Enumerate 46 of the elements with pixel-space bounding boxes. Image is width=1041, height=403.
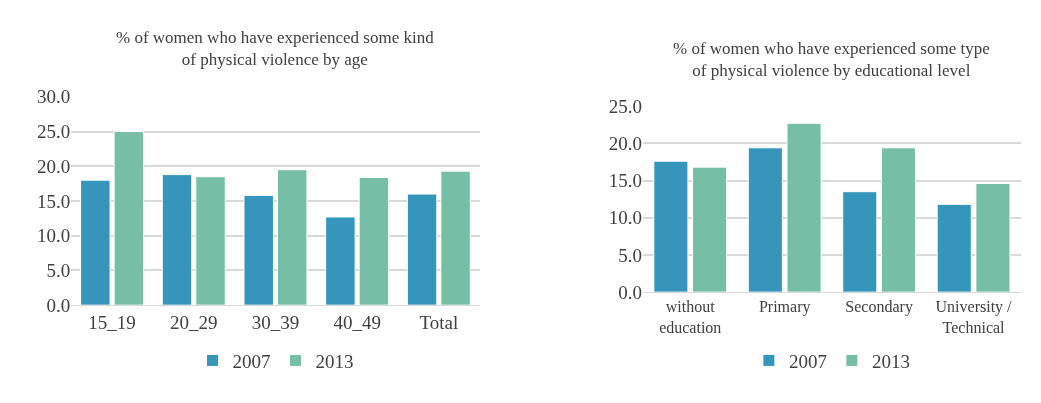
bar <box>747 147 783 293</box>
x-tick-label: 30_39 <box>251 311 300 333</box>
bar <box>406 193 438 306</box>
bar <box>786 122 822 293</box>
bar <box>975 183 1011 293</box>
y-tick-label: 0.0 <box>618 281 643 303</box>
x-tick-label: Primary <box>758 298 811 317</box>
x-tick-label: 20_29 <box>170 311 218 333</box>
y-tick-label: 10.0 <box>37 225 71 247</box>
y-tick-label: 25.0 <box>608 95 643 117</box>
bar <box>161 174 193 306</box>
bar <box>243 194 274 306</box>
x-tick-label: Total <box>419 311 459 333</box>
bar <box>842 191 878 293</box>
y-tick-label: 0.0 <box>46 294 71 316</box>
x-tick-label: Secondary <box>845 298 913 317</box>
x-tick-label: 40_49 <box>333 311 381 333</box>
bar <box>880 147 917 293</box>
bar <box>276 169 308 306</box>
bar <box>80 179 111 306</box>
chart-title: % of women who have experienced some type of physical violence by educational level <box>673 39 990 81</box>
x-tick-label: 15_19 <box>88 311 136 333</box>
chart-title: % of women who have experienced some kind of physical violence by age <box>116 28 435 70</box>
legend-label: 2007 <box>232 350 271 372</box>
y-tick-label: 25.0 <box>37 121 71 143</box>
y-tick-label: 20.0 <box>608 132 643 154</box>
bar <box>113 131 145 306</box>
bar <box>325 216 356 306</box>
y-tick-label: 5.0 <box>618 244 643 266</box>
y-tick-label: 15.0 <box>37 190 71 212</box>
legend-label: 2007 <box>788 350 827 372</box>
bar <box>692 166 728 293</box>
legend-label: 2013 <box>871 350 910 372</box>
bar <box>653 160 689 293</box>
y-tick-label: 10.0 <box>608 207 643 229</box>
bar <box>195 176 226 306</box>
legend-label: 2013 <box>315 350 354 372</box>
x-tick-label: University / Technical <box>935 298 1013 337</box>
y-tick-label: 15.0 <box>608 170 643 192</box>
bar <box>358 176 390 306</box>
bar <box>936 203 972 293</box>
bar <box>440 170 471 306</box>
y-tick-label: 20.0 <box>37 155 71 177</box>
x-tick-label: without education <box>659 298 722 337</box>
y-tick-label: 30.0 <box>37 86 71 108</box>
y-tick-label: 5.0 <box>46 260 71 282</box>
